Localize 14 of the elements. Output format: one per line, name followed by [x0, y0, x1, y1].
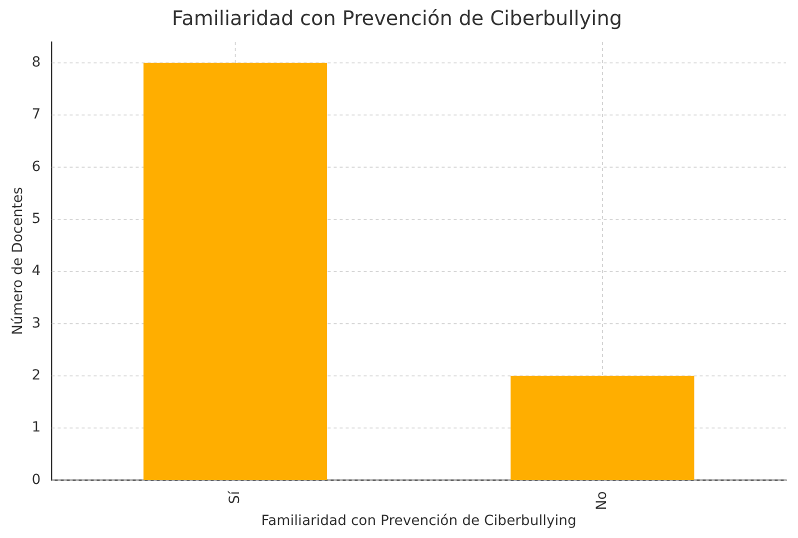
- y-tick-label: 6: [32, 158, 41, 175]
- y-tick-label: 7: [32, 106, 41, 123]
- y-tick-label: 4: [32, 263, 41, 280]
- y-tick-label: 2: [32, 367, 41, 384]
- y-tick-label: 1: [32, 420, 41, 436]
- chart-title: Familiaridad con Prevención de Ciberbullying: [172, 6, 622, 30]
- y-tick-label: 5: [32, 210, 41, 227]
- y-axis-title: Número de Docentes: [10, 187, 26, 336]
- x-tick-label: Sí: [226, 490, 243, 504]
- x-axis-title: Familiaridad con Prevención de Ciberbullying: [261, 513, 576, 530]
- y-tick-label: 0: [32, 472, 41, 488]
- y-tick-label: 3: [32, 315, 41, 332]
- y-tick-label: 8: [32, 54, 41, 71]
- x-tick-label: No: [594, 491, 610, 510]
